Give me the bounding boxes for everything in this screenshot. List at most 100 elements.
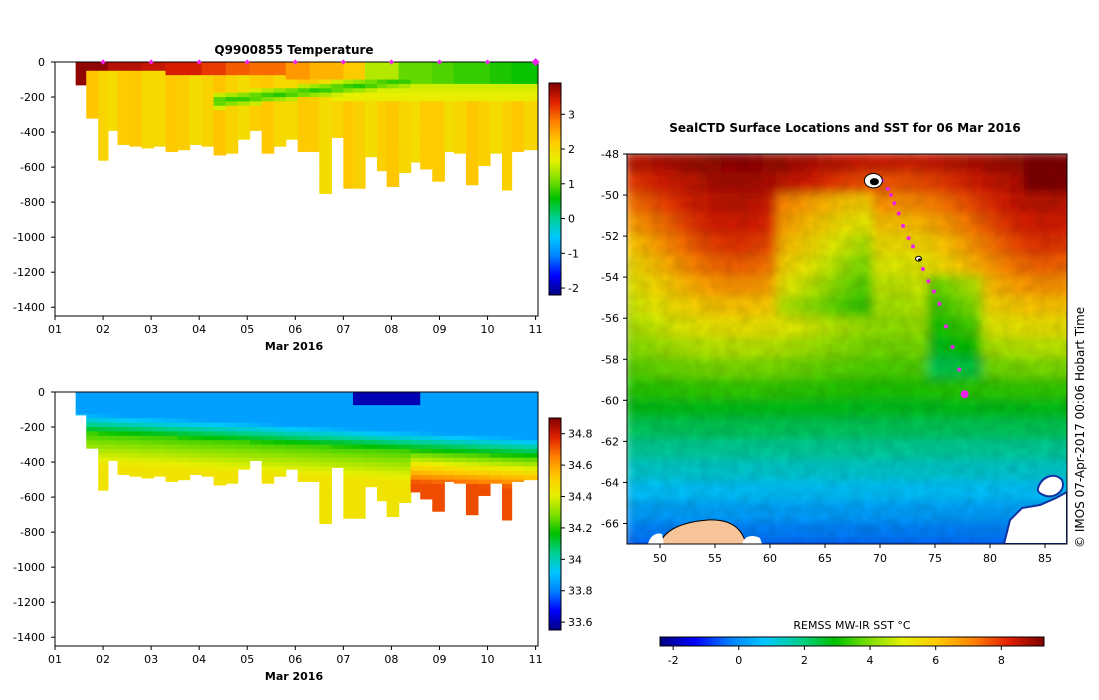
section-cell	[453, 127, 467, 133]
section-cell	[107, 409, 119, 415]
section-cell	[432, 431, 445, 437]
section-cell	[377, 444, 388, 450]
section-cell	[249, 427, 263, 433]
section-cell	[420, 488, 433, 494]
section-cell	[465, 136, 479, 142]
section-cell	[319, 114, 332, 120]
section-cell	[511, 396, 525, 402]
section-cell	[309, 70, 320, 76]
section-cell	[249, 123, 263, 129]
section-cell	[432, 97, 445, 103]
section-cell	[165, 123, 179, 129]
section-cell	[343, 79, 354, 85]
section-cell	[319, 510, 332, 516]
section-cell	[189, 396, 203, 402]
section-cell	[213, 427, 227, 433]
section-cell	[213, 392, 227, 397]
section-cell	[285, 136, 299, 140]
section-cell	[377, 479, 388, 485]
section-cell	[249, 92, 263, 98]
section-cell	[297, 83, 311, 89]
section-cell	[432, 175, 445, 181]
sst-cell	[666, 542, 684, 544]
section-cell	[225, 145, 239, 151]
section-cell	[177, 114, 191, 120]
section-cell	[465, 101, 479, 107]
section-cell	[477, 149, 491, 155]
section-cell	[432, 158, 445, 164]
section-cell	[117, 462, 131, 468]
section-cell	[165, 453, 179, 459]
section-cell	[453, 79, 467, 85]
section-cell	[465, 88, 479, 94]
section-cell	[309, 400, 320, 406]
section-cell	[410, 405, 421, 411]
section-cell	[420, 413, 433, 419]
section-cell	[343, 422, 354, 428]
section-cell	[98, 409, 109, 415]
section-cell	[273, 427, 287, 433]
section-cell	[410, 101, 421, 107]
section-cell	[309, 97, 320, 103]
section-cell	[343, 184, 354, 189]
section-cell	[489, 88, 503, 94]
section-cell	[189, 140, 203, 145]
section-cell	[364, 400, 378, 406]
section-cell	[331, 79, 344, 85]
section-cell	[237, 83, 251, 89]
section-cell	[177, 448, 191, 454]
section-cell	[249, 453, 263, 459]
lat-tick-label: -62	[601, 435, 619, 448]
section-cell	[352, 440, 366, 446]
section-cell	[465, 75, 479, 81]
section-cell	[237, 396, 251, 402]
section-cell	[420, 145, 433, 151]
section-cell	[489, 62, 503, 67]
section-cell	[153, 405, 167, 411]
section-cell	[129, 392, 143, 397]
section-cell	[129, 396, 143, 402]
section-cell	[386, 158, 400, 164]
section-cell	[297, 422, 311, 428]
section-cell	[261, 400, 275, 406]
section-cell	[261, 127, 275, 133]
section-cell	[249, 97, 263, 103]
section-cell	[319, 470, 332, 476]
section-cell	[386, 62, 400, 67]
section-cell	[141, 62, 155, 67]
section-cell	[129, 466, 143, 472]
section-cell	[213, 405, 227, 411]
section-cell	[153, 105, 167, 111]
section-cell	[261, 470, 275, 476]
section-cell	[117, 105, 131, 111]
section-cell	[511, 123, 525, 129]
x-tick-label: 11	[529, 323, 543, 336]
section-cell	[501, 123, 513, 129]
section-cell	[249, 422, 263, 428]
section-cell	[189, 409, 203, 415]
x-tick-label: 03	[144, 323, 158, 336]
section-cell	[432, 405, 445, 411]
lat-tick-label: -50	[601, 189, 619, 202]
section-cell	[343, 162, 354, 168]
section-cell	[364, 132, 378, 138]
section-cell	[75, 392, 87, 397]
section-cell	[343, 400, 354, 406]
profile-marker	[388, 59, 395, 65]
section-cell	[453, 110, 467, 116]
section-cell	[141, 145, 155, 149]
section-cell	[386, 145, 400, 151]
section-cell	[107, 127, 119, 131]
section-cell	[386, 175, 400, 181]
section-cell	[343, 435, 354, 441]
section-cell	[107, 427, 119, 433]
section-cell	[444, 110, 455, 116]
section-cell	[331, 453, 344, 459]
section-cell	[352, 466, 366, 472]
section-cell	[501, 466, 513, 472]
section-cell	[319, 127, 332, 133]
section-cell	[201, 145, 215, 147]
section-cell	[432, 149, 445, 155]
section-cell	[420, 409, 433, 415]
section-cell	[444, 97, 455, 103]
